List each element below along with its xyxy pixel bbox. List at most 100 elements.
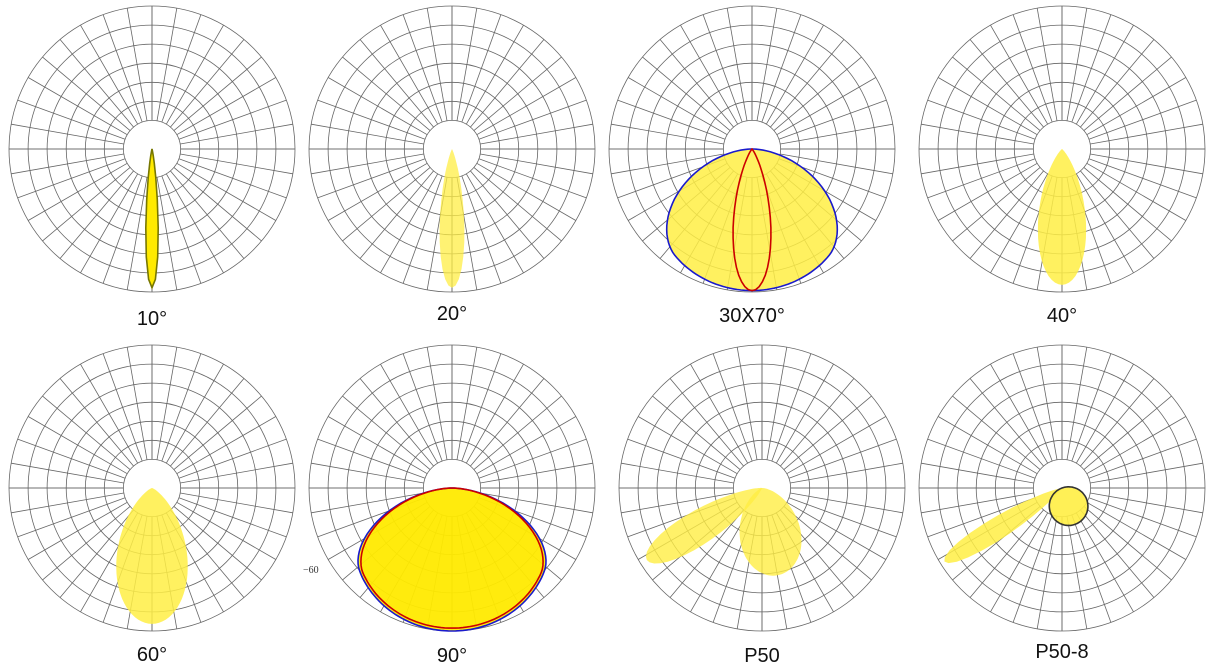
grid-spoke (473, 56, 562, 131)
grid-spoke (1012, 353, 1053, 462)
grid-spoke (476, 416, 577, 475)
grid-spoke (456, 347, 478, 460)
polar-panel: 30X70° (608, 5, 896, 327)
polar-panel: 60° (8, 344, 296, 666)
grid-spoke (776, 77, 877, 136)
panel-label: 10° (137, 308, 167, 330)
grid-spoke (156, 8, 178, 121)
grid-spoke (317, 99, 426, 140)
grid-spoke (775, 363, 834, 464)
panel-label: 20° (437, 303, 467, 325)
grid-spoke (311, 123, 424, 145)
stray-axis-label: −60 (303, 565, 319, 576)
grid-spoke (27, 416, 128, 475)
grid-spoke (1012, 514, 1053, 623)
grid-spoke (311, 153, 424, 175)
panel-label: 40° (1047, 305, 1077, 327)
grid-spoke (627, 438, 736, 479)
grid-spoke (780, 123, 893, 145)
grid-spoke (327, 162, 428, 221)
grid-spoke (1086, 501, 1187, 560)
grid-spoke (1066, 347, 1088, 460)
panel-label: P50-8 (1035, 641, 1088, 663)
grid-spoke (380, 173, 439, 274)
grid-spoke (402, 353, 443, 462)
grid-spoke (921, 492, 1034, 514)
grid-spoke (170, 509, 245, 598)
grid-spoke (921, 153, 1034, 175)
grid-spoke (42, 506, 131, 581)
grid-spoke (176, 77, 277, 136)
grid-spoke (170, 39, 245, 128)
beam-lobe (360, 487, 544, 629)
grid-spoke (1071, 14, 1112, 123)
beam-lobe (1037, 149, 1087, 285)
grid-spoke (788, 497, 897, 538)
grid-spoke (621, 492, 734, 514)
grid-spoke (927, 99, 1036, 140)
grid-spoke (402, 14, 443, 123)
grid-spoke (627, 77, 728, 136)
panel-label: 60° (137, 644, 167, 666)
grid-spoke (1075, 173, 1134, 274)
grid-spoke (783, 506, 872, 581)
grid-spoke (161, 175, 202, 284)
grid-spoke (770, 39, 845, 128)
grid-spoke (426, 8, 448, 121)
grid-spoke (27, 77, 128, 136)
grid-spoke (702, 14, 743, 123)
grid-spoke (156, 177, 178, 290)
grid-spoke (1075, 24, 1134, 125)
grid-spoke (311, 492, 424, 514)
grid-spoke (726, 8, 748, 121)
grid-spoke (690, 363, 749, 464)
grid-spoke (790, 492, 903, 514)
grid-spoke (80, 24, 139, 125)
polar-grid (308, 344, 596, 632)
grid-spoke (1080, 378, 1155, 467)
grid-spoke (1090, 462, 1203, 484)
grid-spoke (17, 438, 126, 479)
grid-spoke (712, 353, 753, 462)
grid-spoke (342, 167, 431, 242)
grid-spoke (1086, 162, 1187, 221)
grid-spoke (780, 378, 855, 467)
grid-spoke (176, 162, 277, 221)
grid-spoke (180, 123, 293, 145)
polar-grid (918, 344, 1206, 632)
grid-spoke (990, 24, 1049, 125)
grid-spoke (27, 501, 128, 560)
polar-panel: 10° (8, 5, 296, 330)
grid-spoke (42, 56, 131, 131)
grid-spoke (952, 167, 1041, 242)
grid-spoke (1036, 516, 1058, 629)
grid-spoke (380, 24, 439, 125)
panel-label: 30X70° (719, 305, 785, 327)
beam-lobe (944, 488, 1062, 564)
grid-spoke (1083, 56, 1172, 131)
beam-lobe (144, 148, 160, 290)
grid-spoke (1080, 39, 1155, 128)
grid-spoke (765, 24, 824, 125)
grid-spoke (465, 363, 524, 464)
grid-spoke (952, 395, 1041, 470)
grid-spoke (1066, 8, 1088, 121)
grid-spoke (927, 497, 1036, 538)
grid-spoke (402, 175, 443, 284)
grid-spoke (456, 8, 478, 121)
grid-spoke (165, 24, 224, 125)
grid-spoke (126, 347, 148, 460)
grid-spoke (969, 378, 1044, 467)
grid-spoke (1088, 158, 1197, 199)
grid-spoke (766, 347, 788, 460)
grid-spoke (327, 416, 428, 475)
grid-spoke (165, 363, 224, 464)
grid-spoke (990, 363, 1049, 464)
beam-lobe (645, 487, 762, 564)
grid-spoke (478, 158, 587, 199)
grid-spoke (156, 347, 178, 460)
grid-spoke (359, 170, 434, 259)
grid-spoke (1086, 77, 1187, 136)
grid-spoke (617, 99, 726, 140)
